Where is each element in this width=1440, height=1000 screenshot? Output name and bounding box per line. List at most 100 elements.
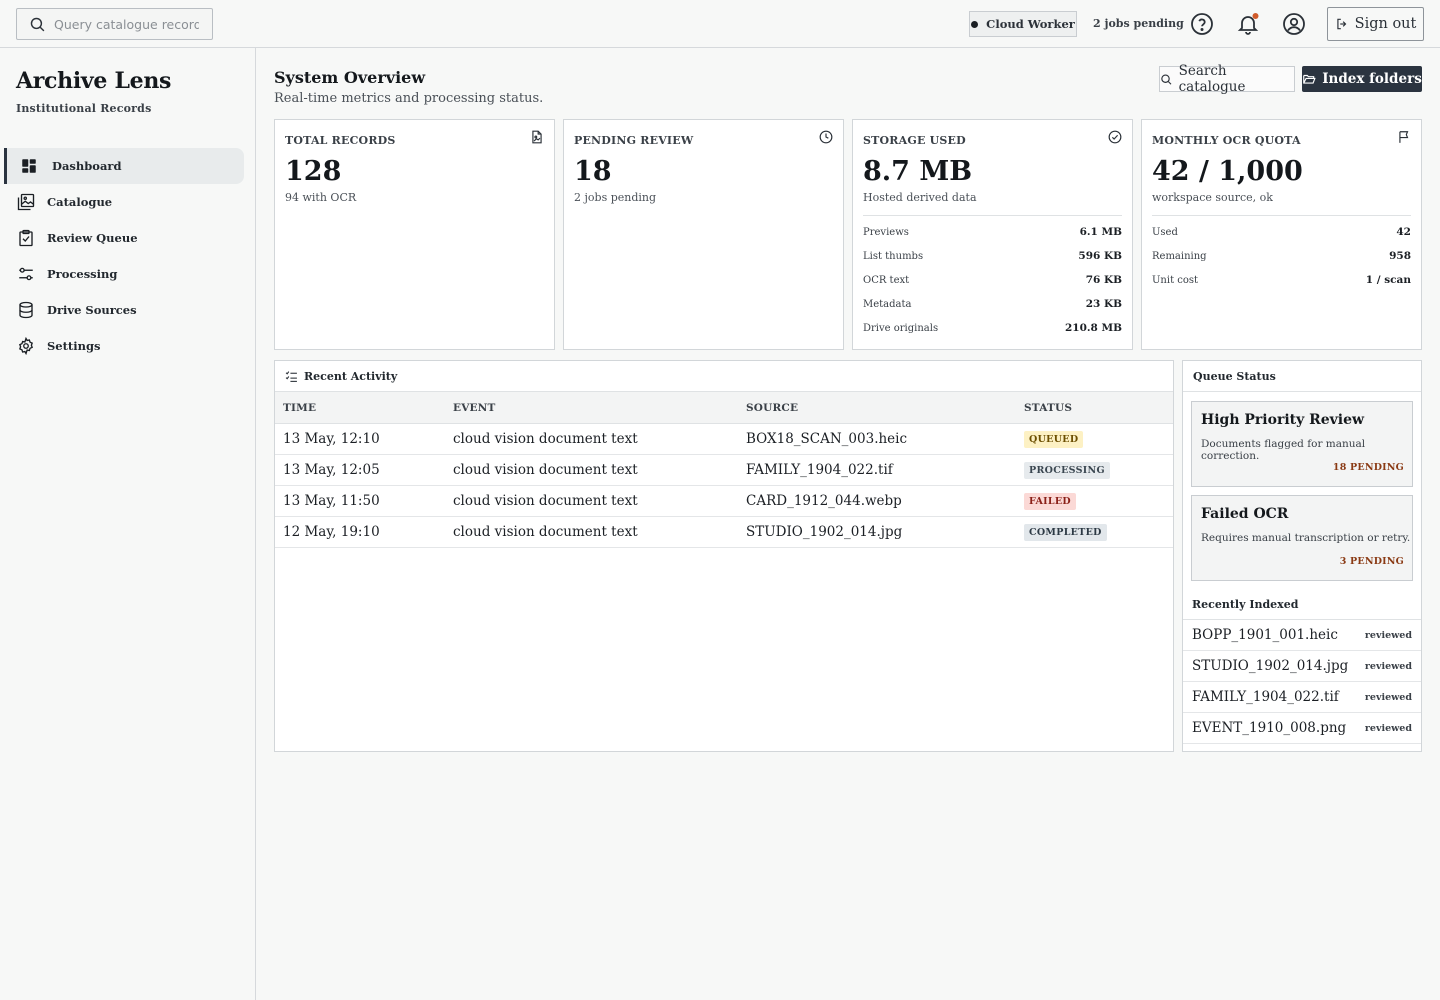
time-cell: 13 May, 12:05 bbox=[283, 462, 380, 478]
queue-status-panel: Queue Status High Priority Review Docume… bbox=[1182, 360, 1422, 752]
column-header: TIME bbox=[283, 401, 317, 414]
card-label: PENDING REVIEW bbox=[574, 134, 694, 147]
queue-card-failed-ocr[interactable]: Failed OCR Requires manual transcription… bbox=[1191, 495, 1413, 581]
file-name: STUDIO_1902_014.jpg bbox=[1192, 658, 1349, 674]
row-key: Remaining bbox=[1152, 250, 1207, 262]
brand-subtitle: Institutional Records bbox=[16, 102, 152, 115]
queue-card-desc: Requires manual transcription or retry. bbox=[1201, 532, 1411, 544]
quota-row: Used 42 bbox=[1152, 220, 1411, 244]
table-row[interactable]: 13 May, 11:50 cloud vision document text… bbox=[275, 486, 1173, 517]
list-item[interactable]: BOPP_1901_001.heic reviewed bbox=[1183, 620, 1421, 651]
row-key: OCR text bbox=[863, 274, 910, 286]
sidebar-item-label: Drive Sources bbox=[47, 303, 137, 317]
card-label: STORAGE USED bbox=[863, 134, 966, 147]
source-cell: CARD_1912_044.webp bbox=[746, 493, 902, 509]
search-icon bbox=[1161, 73, 1172, 85]
table-row[interactable]: 12 May, 19:10 cloud vision document text… bbox=[275, 517, 1173, 548]
dashboard-icon bbox=[22, 159, 36, 173]
event-cell: cloud vision document text bbox=[453, 524, 638, 540]
queue-card-high-priority[interactable]: High Priority Review Documents flagged f… bbox=[1191, 401, 1413, 487]
cloud-worker-badge[interactable]: Cloud Worker bbox=[969, 11, 1077, 37]
sidebar-item-settings[interactable]: Settings bbox=[4, 328, 244, 364]
status-cell: COMPLETED bbox=[1024, 517, 1107, 547]
sidebar-item-label: Catalogue bbox=[47, 195, 113, 209]
database-icon bbox=[19, 301, 33, 319]
item-status: reviewed bbox=[1364, 722, 1412, 734]
search-box[interactable] bbox=[16, 8, 213, 40]
sidebar-nav: Dashboard Catalogue Review Queue Process… bbox=[4, 148, 244, 364]
sign-out-button[interactable]: Sign out bbox=[1327, 7, 1424, 41]
row-value: 958 bbox=[1389, 250, 1411, 262]
sidebar-item-review-queue[interactable]: Review Queue bbox=[4, 220, 244, 256]
sidebar-item-dashboard[interactable]: Dashboard bbox=[4, 148, 244, 184]
card-sub: Hosted derived data bbox=[863, 191, 977, 204]
panel-header: Queue Status bbox=[1183, 361, 1421, 392]
user-circle-icon bbox=[1283, 13, 1305, 35]
jobs-pending-label: 2 jobs pending bbox=[1093, 17, 1184, 30]
sidebar-item-drive-sources[interactable]: Drive Sources bbox=[4, 292, 244, 328]
stat-card-total-records: TOTAL RECORDS 128 94 with OCR bbox=[274, 119, 555, 350]
notifications-button[interactable] bbox=[1235, 11, 1261, 37]
status-badge: QUEUED bbox=[1024, 430, 1084, 448]
recently-indexed-list: BOPP_1901_001.heic reviewed STUDIO_1902_0… bbox=[1183, 619, 1421, 744]
sidebar-item-catalogue[interactable]: Catalogue bbox=[4, 184, 244, 220]
storage-row: Drive originals 210.8 MB bbox=[863, 316, 1122, 340]
help-icon bbox=[1191, 13, 1213, 35]
sidebar-item-label: Settings bbox=[47, 339, 101, 353]
check-circle-icon bbox=[1108, 130, 1122, 144]
recently-indexed-title: Recently Indexed bbox=[1192, 598, 1299, 611]
row-value: 596 KB bbox=[1078, 250, 1122, 262]
sidebar-item-label: Processing bbox=[47, 267, 118, 281]
panel-title: Recent Activity bbox=[304, 369, 398, 383]
event-cell: cloud vision document text bbox=[453, 431, 638, 447]
search-input[interactable] bbox=[54, 16, 199, 32]
status-dot-icon bbox=[971, 20, 979, 28]
index-folders-button[interactable]: Index folders bbox=[1302, 66, 1422, 92]
table-row[interactable]: 13 May, 12:10 cloud vision document text… bbox=[275, 424, 1173, 455]
card-value: 18 bbox=[574, 156, 612, 187]
recent-activity-panel: Recent Activity TIME EVENT SOURCE STATUS… bbox=[274, 360, 1174, 752]
card-label: MONTHLY OCR QUOTA bbox=[1152, 134, 1301, 147]
status-badge: PROCESSING bbox=[1024, 461, 1110, 479]
row-value: 210.8 MB bbox=[1064, 322, 1122, 334]
list-item[interactable]: STUDIO_1902_014.jpg reviewed bbox=[1183, 651, 1421, 682]
file-name: FAMILY_1904_022.tif bbox=[1192, 689, 1339, 705]
list-item[interactable]: EVENT_1910_008.png reviewed bbox=[1183, 713, 1421, 744]
brand-title: Archive Lens bbox=[16, 68, 172, 94]
status-badge: COMPLETED bbox=[1024, 523, 1107, 541]
account-button[interactable] bbox=[1281, 11, 1307, 37]
time-cell: 12 May, 19:10 bbox=[283, 524, 380, 540]
row-key: Unit cost bbox=[1152, 274, 1199, 286]
sidebar-item-label: Dashboard bbox=[52, 159, 122, 173]
row-key: Metadata bbox=[863, 298, 912, 310]
column-header: SOURCE bbox=[746, 401, 799, 414]
queue-card-desc: Documents flagged for manual correction. bbox=[1201, 438, 1366, 462]
bell-icon bbox=[1237, 13, 1259, 35]
cloud-worker-label: Cloud Worker bbox=[986, 17, 1075, 31]
stat-card-pending-review: PENDING REVIEW 18 2 jobs pending bbox=[563, 119, 844, 350]
search-catalogue-button[interactable]: Search catalogue bbox=[1159, 63, 1295, 95]
status-cell: QUEUED bbox=[1024, 424, 1084, 454]
page-title: System Overview bbox=[274, 68, 426, 87]
help-button[interactable] bbox=[1189, 11, 1215, 37]
storage-breakdown: Previews 6.1 MB List thumbs 596 KB OCR tex… bbox=[863, 215, 1122, 340]
quota-breakdown: Used 42 Remaining 958 Unit cost 1 / scan bbox=[1152, 215, 1411, 292]
card-sub: 94 with OCR bbox=[285, 191, 357, 204]
column-header: STATUS bbox=[1024, 401, 1073, 414]
item-status: reviewed bbox=[1364, 660, 1412, 672]
sidebar-item-processing[interactable]: Processing bbox=[4, 256, 244, 292]
table-row[interactable]: 13 May, 12:05 cloud vision document text… bbox=[275, 455, 1173, 486]
list-item[interactable]: FAMILY_1904_022.tif reviewed bbox=[1183, 682, 1421, 713]
status-cell: FAILED bbox=[1024, 486, 1076, 516]
row-value: 1 / scan bbox=[1365, 274, 1411, 286]
source-cell: BOX18_SCAN_003.heic bbox=[746, 431, 908, 447]
queue-card-title: Failed OCR bbox=[1201, 506, 1289, 522]
event-cell: cloud vision document text bbox=[453, 493, 638, 509]
storage-row: Metadata 23 KB bbox=[863, 292, 1122, 316]
list-check-icon bbox=[285, 370, 297, 382]
folder-open-icon bbox=[1303, 74, 1316, 84]
panel-title: Queue Status bbox=[1193, 369, 1276, 383]
card-value: 8.7 MB bbox=[863, 156, 973, 187]
stat-card-ocr-quota: MONTHLY OCR QUOTA 42 / 1,000 workspace s… bbox=[1141, 119, 1422, 350]
file-name: BOPP_1901_001.heic bbox=[1192, 627, 1338, 643]
